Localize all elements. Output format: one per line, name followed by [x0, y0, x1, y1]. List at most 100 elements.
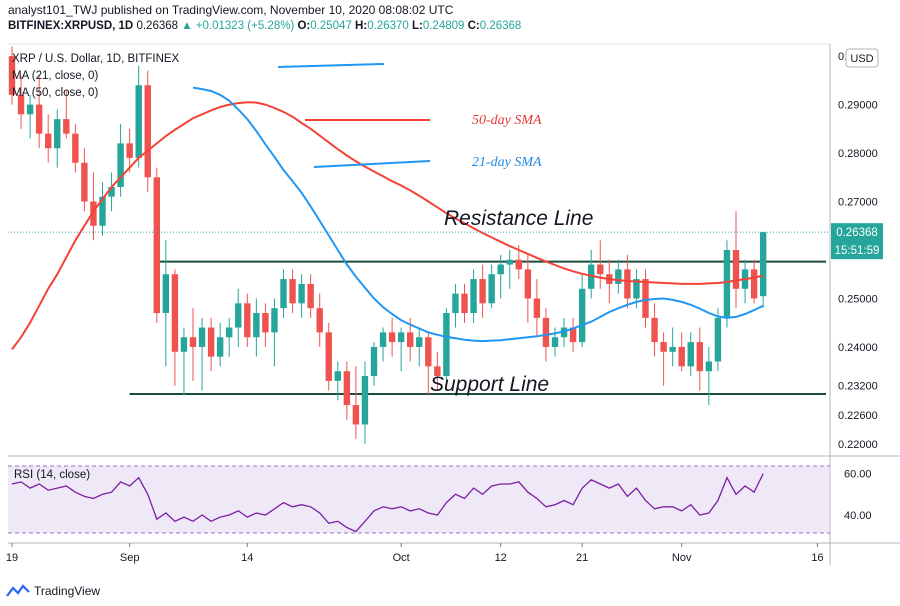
candle: [723, 240, 731, 328]
candle-body: [343, 371, 351, 406]
candle-body: [542, 317, 550, 347]
candle: [253, 298, 260, 357]
chart-header: analyst101_TWJ published on TradingView.…: [8, 2, 521, 34]
candle-body: [488, 274, 495, 304]
candle-body: [624, 269, 631, 299]
candle: [488, 264, 495, 309]
candle: [497, 254, 504, 299]
candle: [262, 303, 269, 347]
candle-body: [198, 327, 206, 347]
last-price-tag: [831, 223, 883, 260]
sma21-line: [192, 86, 764, 343]
candle-body: [17, 94, 25, 115]
candle-body: [714, 317, 722, 362]
candle-body: [135, 85, 142, 158]
candle: [669, 327, 676, 367]
candle-body: [678, 346, 685, 367]
time-tick-label: 12: [495, 552, 507, 564]
candle-body: [63, 119, 70, 134]
candle: [63, 90, 70, 139]
support-label: Support Line: [430, 373, 549, 396]
rsi-line: [11, 473, 764, 533]
candle: [696, 327, 703, 391]
candle: [714, 308, 722, 372]
candle-body: [90, 201, 97, 226]
candle: [135, 65, 142, 168]
candle-body: [750, 269, 758, 299]
candle: [578, 274, 586, 347]
tradingview-logo[interactable]: TradingView: [6, 584, 100, 598]
close-value: 0.26368: [479, 20, 522, 32]
candle-body: [144, 85, 151, 178]
price-tick-label: 0.28000: [838, 148, 878, 160]
legend-title: XRP / U.S. Dollar, 1D, BITFINEX: [12, 53, 180, 65]
candle-body: [361, 376, 369, 425]
candle: [524, 254, 532, 323]
candle: [17, 75, 25, 129]
price-tick-label: 0.23200: [838, 381, 878, 393]
bar-countdown: 15:51:59: [835, 245, 880, 257]
time-tick-label: 14: [241, 552, 253, 564]
candle-body: [26, 104, 34, 115]
candle: [615, 259, 622, 294]
candle-body: [45, 133, 52, 149]
candle: [54, 109, 61, 168]
candle: [325, 322, 332, 391]
candle-body: [81, 162, 88, 202]
candle: [8, 46, 16, 105]
candle: [470, 269, 477, 323]
candle: [597, 240, 604, 289]
legend-ma21-swatch: [277, 63, 385, 68]
candle-body: [416, 337, 423, 347]
close-label: C:: [467, 20, 480, 32]
candle: [108, 172, 115, 212]
candle-body: [153, 177, 160, 314]
candle: [162, 240, 170, 367]
currency-button[interactable]: [845, 48, 879, 68]
candle-body: [687, 342, 694, 367]
candle: [180, 327, 188, 396]
candle-body: [334, 371, 341, 381]
high-value: 0.26370: [367, 20, 409, 32]
candle-body: [615, 269, 622, 284]
rsi-tick-label: 60.00: [844, 469, 872, 481]
candle: [289, 269, 296, 314]
low-label: L:: [411, 20, 423, 32]
candle-body: [388, 332, 396, 343]
candle-body: [578, 288, 586, 343]
sma50-line: [11, 101, 764, 350]
candle-body: [8, 56, 16, 95]
tradingview-brand: TradingView: [34, 584, 101, 598]
candle: [425, 332, 432, 396]
candle: [216, 322, 224, 367]
candle: [226, 317, 233, 357]
candle: [316, 293, 323, 347]
candle: [235, 288, 242, 347]
candle: [361, 361, 369, 444]
candle: [642, 269, 649, 328]
candle-body: [397, 332, 405, 343]
legend-ma50: MA (50, close, 0): [12, 87, 98, 99]
candle: [443, 308, 450, 381]
candle: [90, 172, 97, 241]
candle-body: [262, 313, 269, 333]
tradingview-logo-icon: [6, 584, 30, 597]
currency-label: USD: [850, 53, 873, 65]
high-label: H:: [355, 20, 368, 32]
rsi-band: [8, 466, 830, 533]
candle-body: [443, 313, 450, 377]
low-value: 0.24809: [422, 20, 465, 32]
candle: [99, 182, 106, 236]
candle: [298, 274, 305, 318]
candle-body: [180, 337, 188, 352]
candle: [126, 128, 133, 173]
candle: [26, 94, 34, 139]
candle-body: [732, 250, 740, 289]
candle-body: [479, 279, 486, 304]
candle: [705, 346, 713, 406]
candle-body: [54, 119, 61, 149]
candle-body: [569, 327, 577, 343]
rsi-legend: RSI (14, close): [14, 469, 90, 481]
candle-body: [271, 308, 278, 333]
